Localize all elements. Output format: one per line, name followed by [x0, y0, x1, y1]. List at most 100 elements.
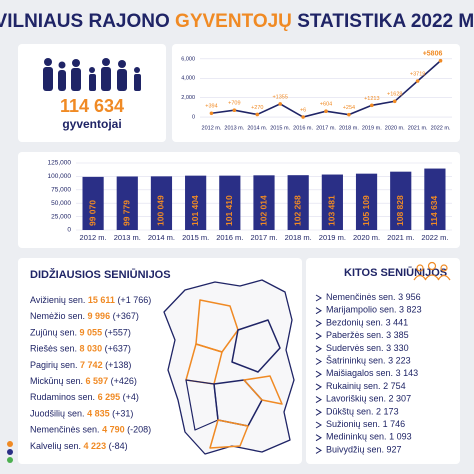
district-change: (+4)	[123, 393, 139, 403]
other-name: Paberžės sen.	[326, 330, 384, 340]
bar-label: 105 109	[361, 195, 371, 226]
district-change: (+426)	[111, 376, 137, 386]
other-row: Maišiagalos sen. 3 143	[326, 369, 418, 379]
bar	[390, 171, 412, 230]
x-tick-label: 2013 m.	[224, 125, 244, 131]
district-name: Nemėžio sen.	[30, 312, 85, 322]
population-panel	[18, 44, 166, 142]
line-panel	[172, 44, 460, 142]
other-row: Dūkštų sen. 2 173	[326, 407, 399, 417]
x-tick-label: 2016 m.	[216, 233, 243, 242]
y-tick-label: 100,000	[48, 173, 72, 180]
district-name: Riešės sen.	[30, 344, 77, 354]
other-name: Nemenčinės sen.	[326, 292, 396, 302]
bar-label: 99 070	[87, 200, 97, 226]
x-tick-label: 2017 m.	[250, 233, 277, 242]
point	[255, 112, 260, 117]
point-label: +394	[205, 104, 217, 110]
row-arrow	[315, 358, 322, 365]
x-tick-label: 2020 m.	[353, 233, 380, 242]
point-label: +5806	[423, 51, 443, 58]
y-tick-label: 25,000	[51, 213, 71, 220]
x-tick-label: 2012 m.	[202, 125, 222, 131]
y-tick-label: 0	[67, 227, 71, 234]
district-change: (+138)	[105, 360, 131, 370]
x-tick-label: 2014 m.	[247, 125, 267, 131]
other-population: 927	[387, 445, 402, 455]
other-population: 3 956	[398, 292, 421, 302]
x-tick-label: 2014 m.	[148, 233, 175, 242]
other-population: 2 307	[389, 394, 412, 404]
other-row: Šatrininkų sen. 3 223	[326, 356, 411, 366]
row-arrow	[315, 421, 322, 429]
page-title: VILNIAUS RAJONO GYVENTOJŲ STATISTIKA 202…	[0, 11, 474, 32]
x-tick-label: 2021 m.	[408, 125, 428, 131]
district-population: 8 030	[80, 344, 103, 354]
other-name: Dūkštų sen.	[326, 407, 374, 417]
other-name: Sužionių sen.	[326, 419, 380, 429]
x-tick-label: 2019 m.	[362, 125, 382, 131]
bar-label: 100 049	[156, 195, 166, 226]
other-row: Buivydžių sen. 927	[326, 445, 402, 455]
district-name: Zujūnų sen.	[30, 328, 77, 338]
district-name: Avižienių sen.	[30, 295, 85, 305]
row-arrow	[315, 370, 322, 378]
other-population: 2 754	[383, 381, 406, 391]
district-row: Juodšilių sen. 4 835 (+31)	[30, 409, 133, 419]
bar	[116, 176, 138, 230]
point	[347, 112, 351, 117]
other-row: Nemenčinės sen. 3 956	[326, 292, 421, 302]
logo	[7, 441, 13, 463]
row-arrow	[315, 319, 322, 327]
bar	[321, 174, 343, 230]
point	[324, 109, 328, 114]
district-population: 15 611	[88, 295, 115, 305]
row-arrow	[315, 396, 322, 404]
other-population: 1 746	[383, 419, 406, 429]
point	[438, 58, 443, 63]
y-tick-label: 125,000	[48, 160, 72, 167]
point	[232, 108, 237, 113]
district-change: (+637)	[105, 344, 131, 354]
district-row: Riešės sen. 8 030 (+637)	[30, 344, 131, 354]
district-name: Nemenčinės sen.	[30, 425, 100, 435]
point-label: +1628	[387, 92, 402, 98]
other-population: 3 385	[386, 330, 409, 340]
y-tick-label: 2,000	[181, 95, 195, 101]
people-icon	[43, 58, 141, 91]
point-label: +709	[228, 101, 240, 107]
x-tick-label: 2017 m.	[316, 125, 336, 131]
district-name: Kalvelių sen.	[30, 441, 81, 451]
point-label: +604	[320, 102, 332, 108]
bar	[287, 175, 309, 230]
bar	[355, 173, 378, 230]
bar-label: 102 268	[292, 195, 302, 226]
district-change: (+1 766)	[117, 295, 151, 305]
district-population: 4 223	[84, 441, 107, 451]
district-row: Mickūnų sen. 6 597 (+426)	[30, 376, 137, 386]
district-name: Juodšilių sen.	[30, 409, 85, 419]
y-tick-label: 6,000	[181, 56, 195, 62]
other-row: Paberžės sen. 3 385	[326, 330, 409, 340]
point	[415, 79, 420, 83]
x-tick-label: 2012 m.	[80, 233, 107, 242]
largest-title: DIDŽIAUSIOS SENIŪNIJOS	[30, 268, 171, 281]
other-name: Bezdonių sen.	[326, 318, 383, 328]
district-row: Nemėžio sen. 9 996 (+367)	[30, 312, 139, 322]
y-tick-label: 50,000	[51, 200, 71, 207]
other-name: Šatrininkų sen.	[326, 356, 386, 366]
district-row: Rudaminos sen. 6 295 (+4)	[30, 393, 139, 403]
other-name: Rukainių sen.	[326, 381, 381, 391]
row-arrow	[315, 446, 322, 454]
point-label: +254	[343, 105, 355, 111]
point-label: +3719	[410, 71, 425, 77]
point	[209, 111, 214, 116]
bar	[424, 168, 446, 230]
other-population: 3 143	[396, 369, 419, 379]
district-population: 9 996	[88, 312, 111, 322]
bar-label: 99 779	[122, 200, 132, 226]
other-row: Bezdonių sen. 3 441	[326, 318, 408, 328]
district-map	[163, 279, 295, 455]
district-change: (+367)	[113, 312, 139, 322]
x-tick-label: 2018 m.	[285, 233, 312, 242]
